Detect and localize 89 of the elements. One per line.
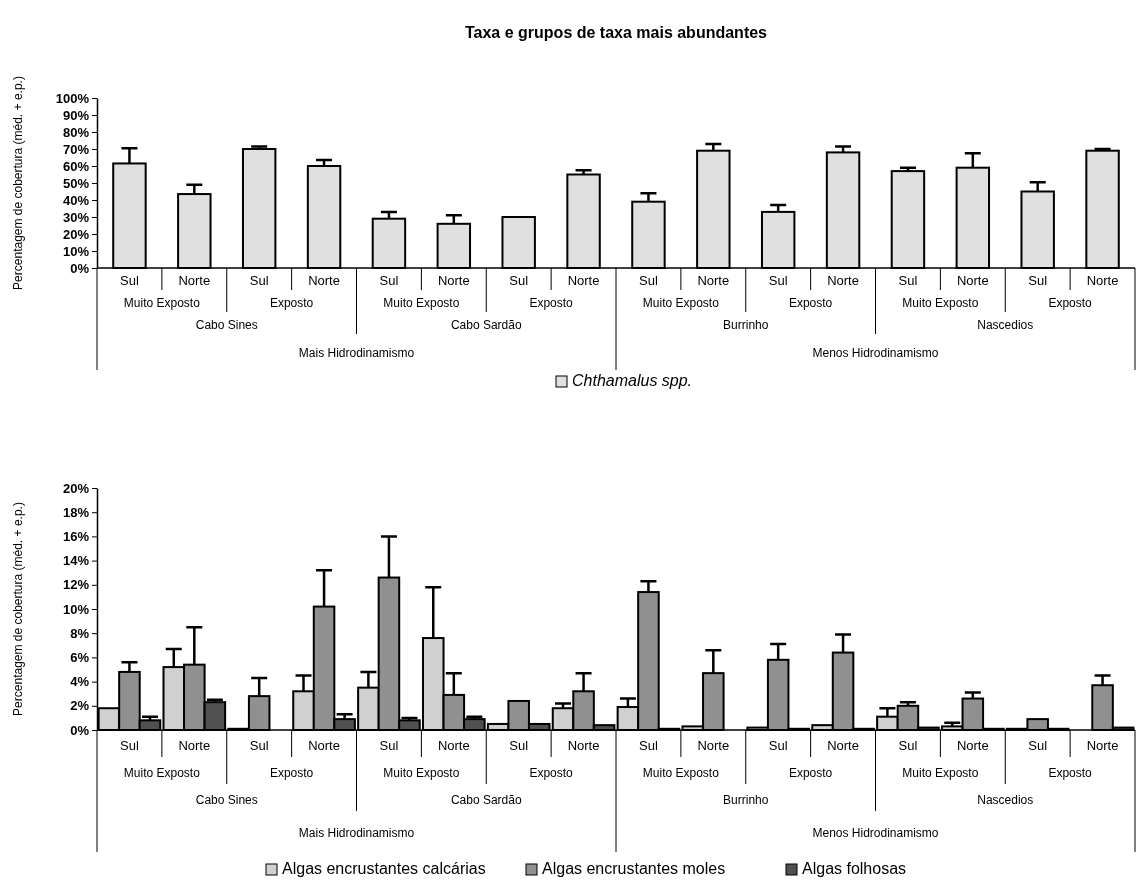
x-tick-label: Norte (308, 737, 340, 753)
y-tick-label: 0% (70, 260, 90, 276)
text: Nascedios (977, 318, 1034, 332)
x-tick-label: Sul (379, 273, 399, 288)
text: Muito Exposto (383, 765, 460, 780)
y-tick-label: 12% (62, 577, 90, 593)
text: Exposto (529, 765, 574, 780)
y-tick-label: 14% (62, 553, 90, 569)
y-tick-label: 90% (62, 107, 90, 123)
text: Cabo Sardão (450, 792, 522, 807)
x-tick-label: Norte (308, 273, 340, 288)
y-tick-label: 2% (70, 698, 90, 714)
text: Exposto (529, 296, 574, 310)
y-tick-label: 20% (62, 226, 90, 242)
x-tick-label: Sul (898, 737, 918, 753)
x-tick-label: Sul (768, 273, 788, 288)
x-tick-label: Sul (249, 273, 269, 288)
legend-label: Algas encrustantes moles (542, 860, 726, 877)
y-tick-label: 8% (70, 625, 90, 641)
x-tick-label: Norte (1086, 273, 1119, 288)
x-tick-label: Sul (379, 737, 399, 753)
y-tick-label: 6% (70, 650, 90, 666)
x-tick-label: Sul (120, 273, 139, 288)
text: Cabo Sines (195, 792, 258, 807)
y-tick-label: 40% (62, 192, 90, 208)
x-tick-label: Norte (567, 273, 600, 288)
x-tick-label: Norte (956, 737, 989, 753)
y-tick-label: 100% (55, 90, 90, 106)
x-tick-label: Sul (639, 737, 658, 753)
x-tick-label: Norte (178, 737, 211, 753)
y-tick-label: 10% (62, 243, 90, 259)
y-axis-title: Percentagem de cobertura (méd. + e.p.) (11, 76, 25, 290)
x-tick-label: Sul (1028, 737, 1048, 753)
y-tick-label: 50% (62, 175, 90, 191)
text: Burrinho (723, 318, 769, 332)
x-tick-label: Norte (827, 737, 859, 753)
text: Mais Hidrodinamismo (298, 346, 415, 360)
y-tick-label: 4% (70, 674, 90, 690)
text: Exposto (788, 765, 833, 780)
text: Exposto (1048, 765, 1093, 780)
x-tick-label: Norte (567, 737, 600, 753)
text: Cabo Sines (195, 318, 258, 332)
y-tick-label: 70% (62, 141, 90, 157)
y-tick-label: 18% (62, 504, 90, 520)
legend-label: Algas folhosas (802, 860, 907, 877)
text: Menos Hidrodinamismo (812, 825, 939, 840)
x-tick-label: Norte (956, 273, 989, 288)
x-tick-label: Norte (437, 273, 470, 288)
x-tick-label: Sul (509, 273, 529, 288)
y-tick-label: 16% (62, 529, 90, 545)
y-axis-title: Percentagem de cobertura (méd. + e.p.) (11, 502, 25, 716)
text: Muito Exposto (383, 296, 460, 310)
y-tick-label: 80% (62, 124, 90, 140)
text: Muito Exposto (902, 296, 979, 310)
text: Menos Hidrodinamismo (812, 346, 939, 360)
x-tick-label: Norte (178, 273, 211, 288)
x-tick-label: Sul (898, 273, 918, 288)
x-tick-label: Sul (120, 737, 139, 753)
y-tick-label: 60% (62, 158, 90, 174)
text: Exposto (1048, 296, 1093, 310)
text: Exposto (788, 296, 833, 310)
x-tick-label: Sul (249, 737, 269, 753)
x-tick-label: Sul (768, 737, 788, 753)
text: Burrinho (723, 792, 769, 807)
y-tick-label: 20% (62, 480, 90, 496)
chart-title: Taxa e grupos de taxa mais abundantes (464, 24, 768, 41)
x-tick-label: Sul (639, 273, 658, 288)
text: Nascedios (977, 792, 1034, 807)
y-tick-label: 10% (62, 601, 90, 617)
text: Exposto (269, 765, 314, 780)
x-tick-label: Norte (1086, 737, 1119, 753)
text: Muito Exposto (642, 765, 720, 780)
y-tick-label: 0% (70, 722, 90, 738)
legend-label: Chthamalus spp. (572, 372, 693, 389)
x-tick-label: Sul (509, 737, 529, 753)
text: Muito Exposto (642, 296, 720, 310)
text: Muito Exposto (123, 296, 201, 310)
legend-label: Algas encrustantes calcárias (282, 860, 486, 877)
text: Muito Exposto (902, 765, 979, 780)
x-tick-label: Norte (827, 273, 859, 288)
y-tick-label: 30% (62, 209, 90, 225)
text: Cabo Sardão (450, 318, 522, 332)
x-tick-label: Sul (1028, 273, 1048, 288)
x-tick-label: Norte (437, 737, 470, 753)
text: Exposto (269, 296, 314, 310)
x-tick-label: Norte (697, 737, 730, 753)
x-tick-label: Norte (697, 273, 730, 288)
text: Mais Hidrodinamismo (298, 825, 415, 840)
text: Muito Exposto (123, 765, 201, 780)
